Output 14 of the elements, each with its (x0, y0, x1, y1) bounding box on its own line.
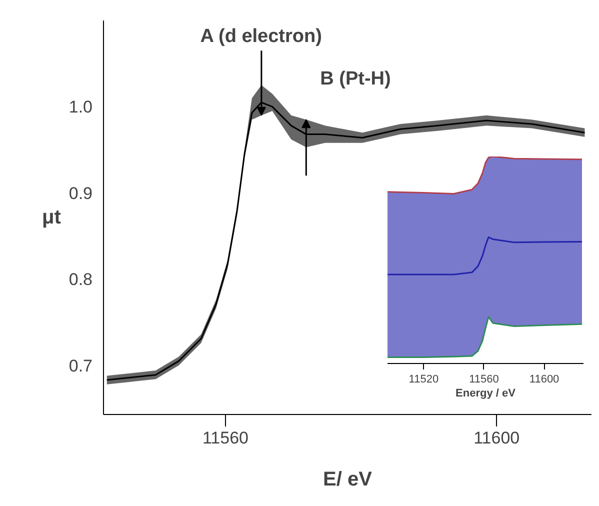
x-tick-label: 11560 (469, 374, 499, 386)
x-tick-label: 11560 (202, 428, 249, 448)
x-tick-label: 11520 (408, 374, 439, 386)
y-tick-label: 1.0 (68, 98, 93, 117)
x-axis-title: E/ eV (323, 468, 373, 490)
annotation: B (Pt-H) (320, 68, 391, 90)
x-tick-label: 11600 (529, 374, 560, 386)
y-tick-label: 0.9 (68, 184, 93, 203)
y-axis-title: μt (42, 206, 62, 228)
y-tick-label: 0.8 (68, 270, 93, 290)
x-axis-title: Energy / eV (456, 388, 516, 400)
x-tick-label: 11600 (474, 428, 520, 448)
annotation: A (d electron) (200, 26, 322, 48)
y-tick-label: 0.7 (68, 356, 93, 376)
